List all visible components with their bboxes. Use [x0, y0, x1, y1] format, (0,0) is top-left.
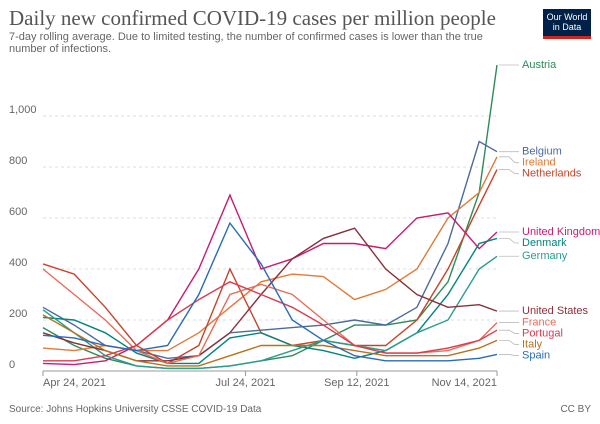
label-connector: [499, 156, 519, 164]
source-note[interactable]: Source: Johns Hopkins University CSSE CO…: [9, 404, 262, 415]
y-tick-label: 800: [9, 155, 27, 167]
label-connector: [499, 238, 519, 244]
series-line: [42, 221, 498, 362]
legend-label: Netherlands: [522, 168, 582, 180]
y-tick-label: 1,000: [9, 104, 37, 116]
series-line: [42, 193, 498, 366]
legend-label: Denmark: [522, 237, 567, 249]
legend-label: France: [522, 316, 556, 328]
legend-label: Germany: [522, 250, 568, 262]
license[interactable]: CC BY: [560, 404, 591, 415]
x-tick-label: Sep 12, 2021: [324, 377, 389, 389]
y-tick-label: 400: [9, 257, 27, 269]
series-line: [42, 268, 498, 365]
series-line: [42, 237, 498, 365]
legend-label: Portugal: [522, 327, 563, 339]
series-line: [43, 281, 498, 362]
label-connector: [499, 340, 519, 345]
chart-title: Daily new confirmed COVID-19 cases per m…: [9, 6, 496, 30]
label-connector: [499, 329, 519, 334]
series-line: [42, 314, 498, 367]
y-tick-label: 0: [9, 359, 15, 371]
legend-label: Spain: [522, 349, 550, 361]
legend-label: Italy: [522, 338, 543, 350]
series-line: [42, 255, 498, 370]
series-line: [42, 156, 498, 352]
legend-label: Austria: [522, 59, 557, 71]
label-connector: [499, 354, 519, 356]
chart-subtitle: 7-day rolling average. Due to limited te…: [9, 31, 483, 55]
x-tick-label: Nov 14, 2021: [432, 377, 497, 389]
x-tick-label: Jul 24, 2021: [216, 377, 276, 389]
legend-label: Ireland: [522, 157, 556, 169]
legend-label: United Kingdom: [522, 226, 600, 238]
label-connector: [499, 169, 519, 175]
legend-label: United States: [522, 305, 589, 317]
legend-label: Belgium: [522, 146, 562, 158]
x-tick-label: Apr 24, 2021: [43, 377, 106, 389]
y-tick-label: 200: [9, 308, 27, 320]
y-tick-label: 600: [9, 206, 27, 218]
logo[interactable]: Our World in Data: [543, 9, 591, 39]
